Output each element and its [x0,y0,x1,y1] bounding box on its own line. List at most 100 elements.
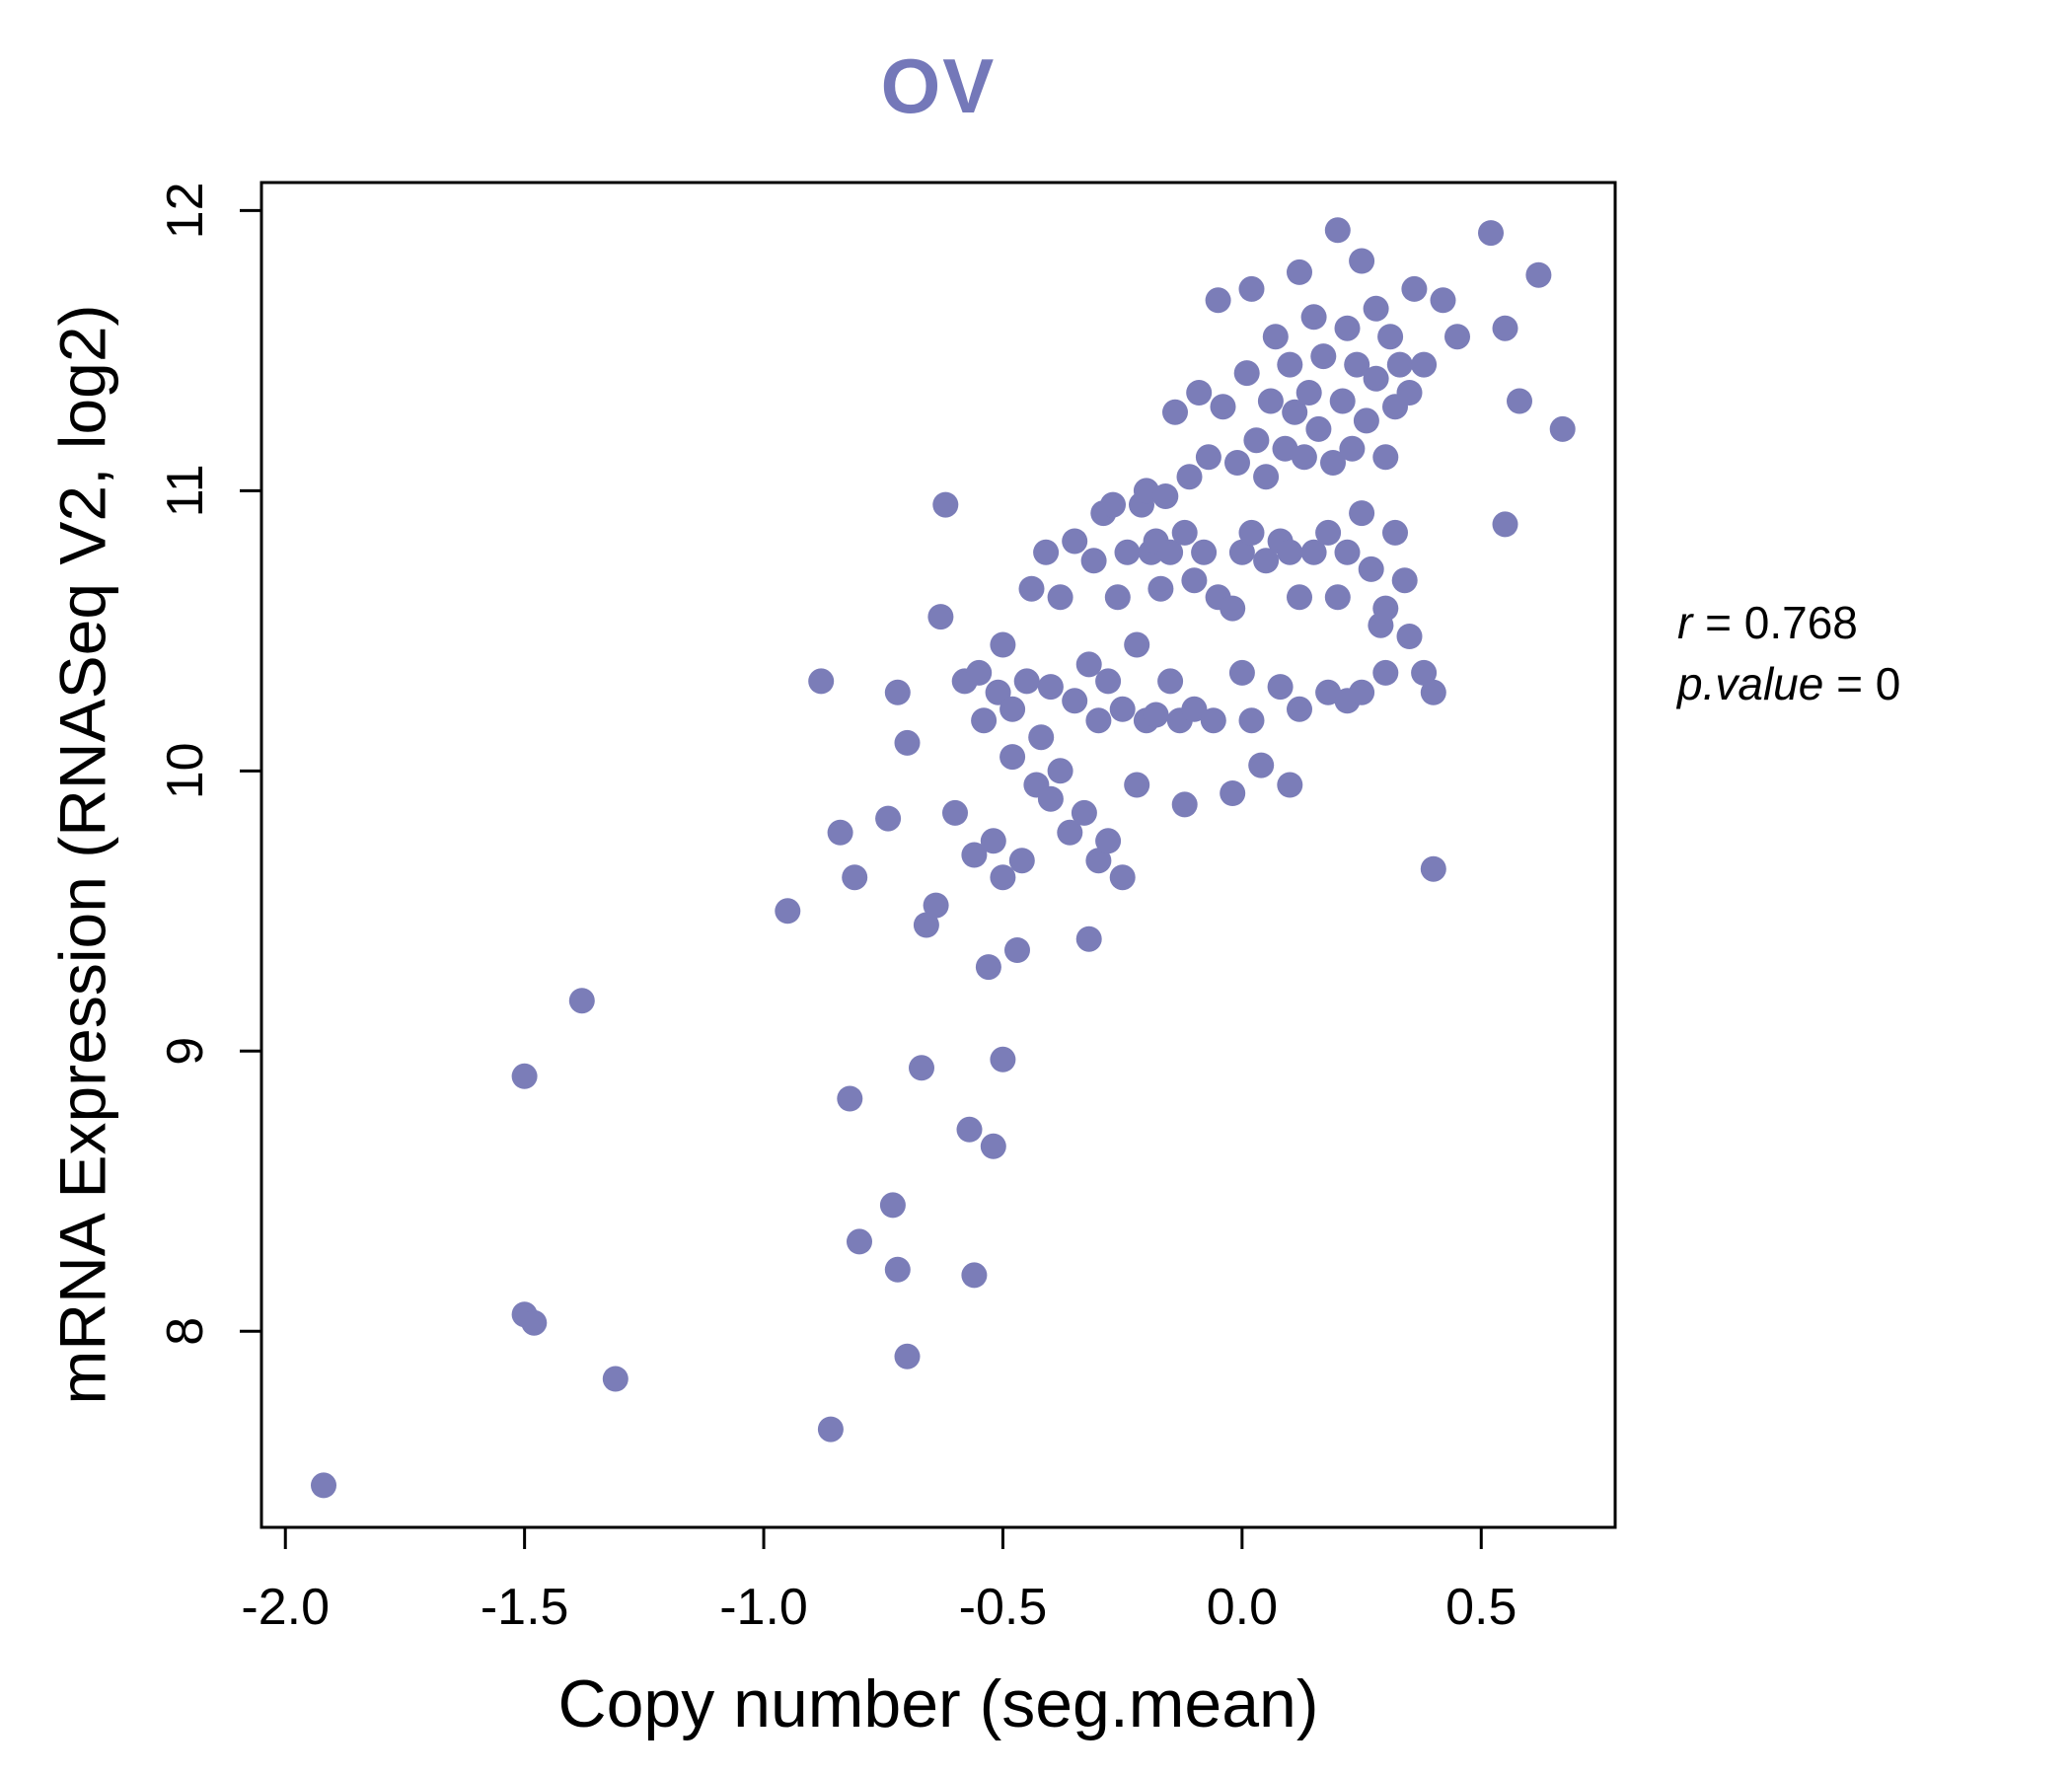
y-tick-label: 12 [157,182,214,239]
data-point [1071,799,1097,826]
data-point [1277,539,1303,565]
data-point [1396,380,1423,406]
data-point [1277,351,1303,378]
data-point [1257,388,1284,414]
data-point [1300,539,1327,565]
data-point [923,892,949,919]
data-point [817,1416,844,1443]
data-point [1492,315,1518,341]
data-point [966,659,993,686]
data-point [1492,511,1518,538]
data-point [1243,427,1270,454]
data-point [1238,707,1265,734]
data-point [1075,925,1102,952]
page-title: OV [880,42,997,129]
data-point [999,744,1026,771]
data-point [1238,519,1265,546]
data-point [1157,539,1184,565]
data-point [1420,679,1446,705]
y-axis-label: mRNA Expression (RNASeq V2, log2) [45,304,119,1405]
r-value-line: r = 0.768 [1677,592,1900,653]
y-tick-label: 11 [157,464,214,517]
data-point [879,1192,906,1219]
data-point [894,1343,921,1369]
data-point [1295,380,1322,406]
data-point [875,805,902,832]
data-point [990,631,1016,658]
data-point [1372,595,1399,622]
data-point [1262,324,1289,350]
data-point [1220,780,1246,806]
data-point [1248,752,1275,778]
data-point [1334,539,1361,565]
data-point [1320,450,1346,476]
x-tick-label: -2.0 [241,1579,330,1636]
data-point [1401,275,1428,302]
data-point [1549,415,1576,442]
correlation-annotation: r = 0.768 p.value = 0 [1677,592,1900,714]
x-tick-label: -0.5 [959,1579,1048,1636]
data-point [1114,539,1141,565]
data-point [1075,651,1102,678]
data-point [1363,295,1389,322]
data-point [1282,399,1308,425]
data-point [975,954,1001,981]
data-point [1238,275,1265,302]
data-point [1095,828,1122,854]
data-point [1287,584,1312,611]
data-point [1191,539,1218,565]
data-point [1224,450,1250,476]
data-point [1377,324,1404,350]
data-point [1047,584,1073,611]
data-point [990,864,1016,891]
data-point [837,1085,863,1112]
data-point [827,819,853,846]
data-point [1176,464,1203,490]
data-point [1358,555,1384,582]
data-point [1349,500,1375,527]
data-point [602,1366,629,1392]
x-tick-label: 0.5 [1445,1579,1517,1636]
data-point [1315,679,1342,705]
data-point [1382,519,1408,546]
data-point [1277,772,1303,798]
data-point [1444,324,1470,350]
data-point [1430,287,1456,314]
data-point [1420,855,1446,882]
data-point [1372,444,1399,471]
data-point [1228,659,1255,686]
data-point [1104,584,1131,611]
y-tick-label: 10 [157,742,214,799]
data-point [1037,785,1064,812]
r-value: = 0.768 [1692,597,1858,648]
data-point [1253,548,1280,574]
data-point [1095,668,1122,695]
data-point [1080,548,1107,574]
data-point [511,1063,538,1089]
data-point [1315,519,1342,546]
data-point [1062,688,1088,714]
data-point [1109,864,1136,891]
data-point [1186,380,1213,406]
data-point [1210,394,1236,420]
data-point [1037,674,1064,701]
data-point [1324,217,1351,244]
p-variable: p.value [1677,658,1824,710]
data-point [1147,575,1174,602]
data-point [1085,848,1112,874]
x-tick-label: -1.0 [719,1579,808,1636]
data-point [884,679,911,705]
data-point [961,842,988,868]
data-point [1157,668,1184,695]
data-point [1013,668,1040,695]
data-point [847,1228,872,1255]
data-point [990,1046,1016,1073]
y-tick-label: 8 [157,1317,214,1346]
data-point [1396,624,1423,649]
data-point [985,679,1011,705]
data-point [1200,707,1226,734]
data-point [980,1133,1006,1159]
data-point [1391,567,1418,594]
data-point [808,668,835,695]
data-point [894,729,921,756]
